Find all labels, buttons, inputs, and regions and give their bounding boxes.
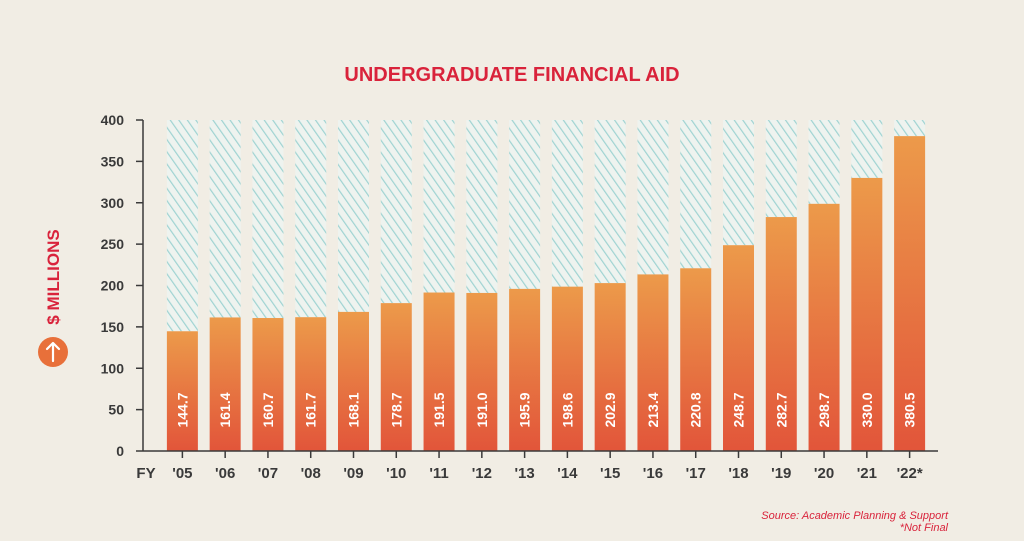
- bar: [851, 177, 883, 452]
- x-tick-label: '19: [771, 465, 791, 482]
- x-tick-label: '14: [557, 465, 578, 482]
- bar-remainder: [765, 120, 797, 218]
- x-tick-label: '12: [472, 465, 492, 482]
- bar: [765, 217, 797, 451]
- bar-value-label: 198.6: [559, 392, 575, 427]
- bar-remainder: [166, 120, 198, 332]
- bar: [166, 331, 198, 451]
- y-axis-title: $ MILLIONS: [38, 229, 68, 367]
- bar-remainder: [594, 120, 626, 284]
- y-tick-label: 400: [101, 112, 125, 128]
- bar: [466, 292, 498, 451]
- y-tick-label: 100: [101, 360, 125, 376]
- bar-value-label: 191.0: [474, 392, 490, 427]
- bar: [338, 311, 369, 451]
- bars: 144.7 161.4 160.7 161.7 168.1 178.7 191.5 191.0…: [166, 120, 926, 452]
- bar-value-label: 330.0: [859, 392, 875, 427]
- bar-value-label: 202.9: [602, 392, 618, 427]
- bar-value-label: 282.7: [773, 392, 789, 427]
- bar: [637, 274, 669, 451]
- x-tick-label: '20: [814, 465, 834, 482]
- x-tick-label: '06: [215, 465, 235, 482]
- y-axis-label: $ MILLIONS: [44, 229, 63, 324]
- bar: [252, 318, 284, 451]
- bar-value-label: 178.7: [388, 392, 404, 427]
- x-tick-label: '22*: [897, 465, 923, 482]
- bar: [295, 317, 327, 451]
- bar: [808, 203, 840, 451]
- y-tick-label: 200: [101, 278, 125, 294]
- bar: [380, 303, 412, 451]
- bar-value-label: 191.5: [431, 392, 447, 427]
- bar-remainder: [380, 120, 412, 304]
- bar: [894, 136, 926, 452]
- x-tick-label: '05: [172, 465, 192, 482]
- x-axis: '05 '06 '07 '08 '09 '10 '11 '12 '13 '14 '15 '16 '17 '…: [143, 450, 938, 482]
- y-tick-label: 350: [101, 153, 125, 169]
- bar-remainder: [680, 120, 712, 269]
- bar-value-label: 380.5: [902, 392, 918, 427]
- bar-value-label: 195.9: [517, 392, 533, 427]
- y-axis: 0 50 100 150 200 250 300 350 400: [101, 112, 144, 459]
- x-tick-label: '09: [343, 465, 363, 482]
- source-note: Source: Academic Planning & Support: [761, 510, 949, 522]
- y-tick-label: 150: [101, 319, 125, 335]
- x-tick-label: '13: [514, 465, 534, 482]
- x-tick-label: '21: [857, 465, 877, 482]
- bar-value-label: 144.7: [174, 392, 190, 427]
- x-tick-label: '17: [686, 465, 706, 482]
- bar: [680, 268, 712, 451]
- bar-value-label: 213.4: [645, 392, 661, 427]
- chart-title: UNDERGRADUATE FINANCIAL AID: [344, 64, 679, 86]
- bar: [723, 245, 754, 451]
- bar: [423, 292, 455, 451]
- bar-remainder: [295, 120, 327, 318]
- bar-remainder: [338, 120, 369, 312]
- bar: [594, 283, 626, 451]
- bar-value-label: 161.7: [303, 392, 319, 427]
- bar-value-label: 220.8: [688, 392, 704, 427]
- bar-remainder: [723, 120, 754, 246]
- bar-remainder: [509, 120, 541, 289]
- x-tick-label: '15: [600, 465, 620, 482]
- bar-remainder: [209, 120, 241, 318]
- y-tick-label: 250: [101, 236, 125, 252]
- y-tick-label: 50: [108, 402, 124, 418]
- bar-remainder: [466, 120, 498, 293]
- bar-value-label: 248.7: [731, 392, 747, 427]
- x-axis-prefix: FY: [136, 465, 155, 482]
- bar: [209, 317, 241, 451]
- bar-value-label: 298.7: [816, 392, 832, 427]
- bar-remainder: [808, 120, 840, 204]
- bar-value-label: 168.1: [346, 392, 362, 427]
- x-tick-label: '10: [386, 465, 406, 482]
- bar-remainder: [637, 120, 669, 275]
- y-tick-label: 300: [101, 195, 125, 211]
- x-tick-label: '07: [258, 465, 278, 482]
- x-tick-label: '18: [728, 465, 748, 482]
- x-tick-label: '11: [429, 465, 448, 482]
- bar-remainder: [423, 120, 455, 293]
- bar-remainder: [894, 120, 926, 137]
- arrow-up-circle-icon: [38, 337, 68, 367]
- bar-remainder: [252, 120, 284, 319]
- x-tick-label: '08: [301, 465, 321, 482]
- bar-value-label: 160.7: [260, 392, 276, 427]
- bar-remainder: [851, 120, 883, 178]
- bar-value-label: 161.4: [217, 392, 233, 427]
- bar: [551, 286, 583, 451]
- y-tick-label: 0: [116, 443, 124, 459]
- x-tick-label: '16: [643, 465, 663, 482]
- footnote: *Not Final: [900, 522, 949, 534]
- bar: [509, 288, 541, 451]
- bar-remainder: [551, 120, 583, 287]
